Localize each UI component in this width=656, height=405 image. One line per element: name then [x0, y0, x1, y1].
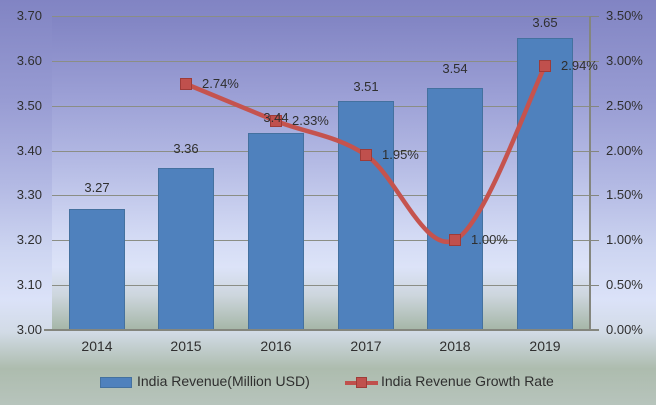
y-axis-label-left: 3.30 [16, 187, 42, 202]
legend-label-revenue: India Revenue(Million USD) [137, 373, 310, 389]
right-axis-tick [590, 285, 599, 286]
line-value-label: 2.33% [292, 113, 329, 128]
line-value-label: 2.74% [202, 76, 239, 91]
line-value-label: 1.00% [471, 232, 508, 247]
gridline [52, 151, 590, 152]
bar-value-label: 3.44 [263, 110, 289, 125]
right-axis-line [589, 16, 591, 330]
right-axis-tick [590, 106, 599, 107]
y-axis-label-left: 3.40 [16, 143, 42, 158]
x-axis-label-2014: 2014 [81, 338, 113, 354]
bar-2019 [517, 38, 573, 330]
y-axis-label-left: 3.00 [16, 322, 42, 337]
bar-value-label: 3.65 [532, 15, 558, 30]
legend-label-growth: India Revenue Growth Rate [381, 373, 554, 389]
x-axis-label-2015: 2015 [170, 338, 202, 354]
x-axis-label-2017: 2017 [350, 338, 382, 354]
legend-marker-growth [356, 377, 367, 388]
legend-swatch-revenue [100, 377, 132, 388]
line-value-label: 2.94% [561, 58, 598, 73]
bar-value-label: 3.51 [353, 79, 379, 94]
y-axis-label-left: 3.50 [16, 98, 42, 113]
gridline [52, 61, 590, 62]
x-axis-label-2016: 2016 [260, 338, 292, 354]
y-axis-label-left: 3.20 [16, 232, 42, 247]
gridline [52, 106, 590, 107]
plot-area [52, 16, 590, 330]
y-axis-label-left: 3.60 [16, 53, 42, 68]
y-axis-label-right: 2.50% [606, 98, 643, 113]
y-axis-label-right: 1.00% [606, 232, 643, 247]
right-axis-tick [590, 16, 599, 17]
y-axis-label-right: 2.00% [606, 143, 643, 158]
bar-2015 [158, 168, 214, 330]
gridline [52, 16, 590, 17]
bar-2017 [338, 101, 394, 330]
legend: India Revenue(Million USD) India Revenue… [0, 370, 656, 394]
x-axis-label-2019: 2019 [529, 338, 561, 354]
y-axis-label-right: 0.50% [606, 277, 643, 292]
bar-2018 [427, 88, 483, 330]
y-axis-label-left: 3.10 [16, 277, 42, 292]
line-value-label: 1.95% [382, 147, 419, 162]
right-axis-tick [590, 195, 599, 196]
gridline [52, 195, 590, 196]
x-axis-line [44, 329, 599, 331]
right-axis-tick [590, 61, 599, 62]
right-axis-tick [590, 151, 599, 152]
y-axis-label-left: 3.70 [16, 8, 42, 23]
bar-value-label: 3.54 [442, 61, 468, 76]
y-axis-label-right: 1.50% [606, 187, 643, 202]
gridline [52, 285, 590, 286]
right-axis-tick [590, 240, 599, 241]
y-axis-label-right: 3.50% [606, 8, 643, 23]
y-axis-label-right: 3.00% [606, 53, 643, 68]
bar-2016 [248, 133, 304, 330]
bar-value-label: 3.36 [173, 141, 199, 156]
bar-2014 [69, 209, 125, 330]
x-axis-label-2018: 2018 [439, 338, 471, 354]
bar-value-label: 3.27 [84, 180, 110, 195]
y-axis-label-right: 0.00% [606, 322, 643, 337]
